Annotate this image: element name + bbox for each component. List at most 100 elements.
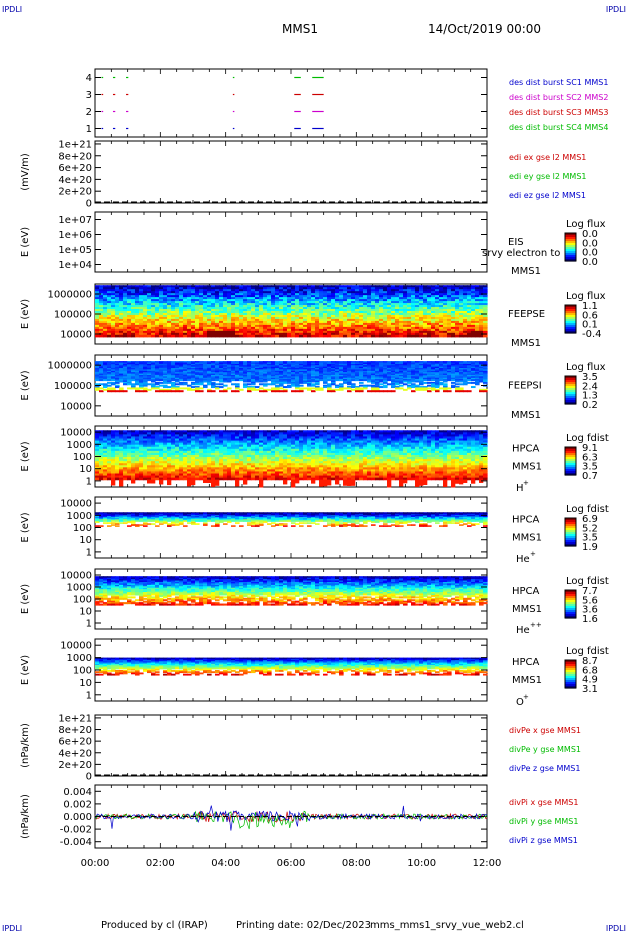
colorbar-segment xyxy=(565,329,576,332)
spectrogram-cell xyxy=(283,316,288,320)
spectrogram-cell xyxy=(379,318,384,322)
spectrogram-cell xyxy=(223,301,228,304)
spectrogram-cell xyxy=(335,362,340,365)
spectrogram-cell xyxy=(359,388,364,391)
spectrogram-cell xyxy=(243,299,248,302)
spectrogram-cell xyxy=(347,377,352,380)
spectrogram-cell xyxy=(387,322,392,326)
spectrogram-cell xyxy=(127,374,132,377)
spectrogram-cell xyxy=(483,320,488,324)
spectrogram-cell xyxy=(111,387,116,390)
spectrogram-cell xyxy=(235,328,240,332)
spectrogram-cell xyxy=(431,320,436,324)
spectrogram-cell xyxy=(315,301,320,304)
spectrogram-cell xyxy=(243,370,248,373)
spectrogram-cell xyxy=(327,287,332,290)
spectrogram-cell xyxy=(279,379,284,382)
spectrogram-cell xyxy=(307,370,312,373)
spectrogram-cell xyxy=(179,362,184,365)
spectrogram-cell xyxy=(223,369,228,372)
spectrogram-cell xyxy=(167,293,172,296)
spectrogram-cell xyxy=(311,318,316,322)
spectrogram-cell xyxy=(119,285,124,288)
spectrogram-cell xyxy=(371,386,376,389)
spectrogram-cell xyxy=(263,384,268,387)
spectrogram-cell xyxy=(227,320,232,324)
spectrogram-cell xyxy=(291,334,296,338)
spectrogram-cell xyxy=(135,387,140,390)
spectrogram-cell xyxy=(271,372,276,375)
spectrogram-cell xyxy=(119,322,124,326)
spectrogram-cell xyxy=(111,305,116,308)
spectrogram-cell xyxy=(419,285,424,288)
spectrogram-cell xyxy=(135,311,140,314)
spectrogram-cell xyxy=(291,373,296,376)
spectrogram-cell xyxy=(315,376,320,379)
spectrogram-cell xyxy=(247,314,252,318)
spectrogram-cell xyxy=(283,287,288,290)
spectrogram-cell xyxy=(159,334,164,338)
spectrogram-cell xyxy=(115,289,120,292)
spectrogram-cell xyxy=(355,303,360,306)
spectrogram-cell xyxy=(323,305,328,308)
spectrogram-cell xyxy=(203,379,208,382)
spectrogram-cell xyxy=(387,368,392,371)
spectrogram-cell xyxy=(319,305,324,308)
spectrogram-cell xyxy=(443,390,448,393)
spectrogram-cell xyxy=(167,368,172,371)
spectrogram-cell xyxy=(167,299,172,302)
spectrogram-cell xyxy=(475,299,480,302)
spectrogram-cell xyxy=(391,305,396,308)
spectrogram-cell xyxy=(267,332,272,336)
spectrogram-cell xyxy=(167,285,172,288)
spectrogram-cell xyxy=(279,380,284,383)
spectrogram-cell xyxy=(111,328,116,332)
spectrogram-cell xyxy=(335,384,340,387)
spectrogram-cell xyxy=(127,324,132,328)
spectrogram-cell xyxy=(363,314,368,318)
spectrogram-cell xyxy=(307,295,312,298)
spectrogram-cell xyxy=(203,369,208,372)
spectrogram-cell xyxy=(431,291,436,294)
spectrogram-cell xyxy=(443,326,448,330)
spectrogram-cell xyxy=(155,334,160,338)
spectrogram-cell xyxy=(335,305,340,308)
spectrogram-cell xyxy=(275,380,280,383)
spectrogram-cell xyxy=(323,320,328,324)
spectrogram-cell xyxy=(319,293,324,296)
spectrogram-cell xyxy=(267,301,272,304)
spectrogram-cell xyxy=(159,374,164,377)
spectrogram-cell xyxy=(207,316,212,320)
spectrogram-cell xyxy=(315,303,320,306)
spectrogram-cell xyxy=(215,334,220,338)
spectrogram-cell xyxy=(279,390,284,393)
spectrogram-cell xyxy=(107,368,112,371)
spectrogram-cell xyxy=(271,324,276,328)
spectrogram-cell xyxy=(99,299,104,302)
spectrogram-cell xyxy=(383,293,388,296)
spectrogram-cell xyxy=(131,379,136,382)
spectrogram-cell xyxy=(263,361,268,364)
spectrogram-cell xyxy=(455,303,460,306)
spectrogram-cell xyxy=(347,362,352,365)
spectrogram-cell xyxy=(219,332,224,336)
spectrogram-cell xyxy=(159,373,164,376)
spectrogram-cell xyxy=(395,326,400,330)
spectrogram-cell xyxy=(279,368,284,371)
spectrogram-cell xyxy=(443,301,448,304)
spectrogram-cell xyxy=(475,314,480,318)
spectrogram-cell xyxy=(179,363,184,366)
spectrogram-cell xyxy=(175,365,180,368)
spectrogram-cell xyxy=(283,388,288,391)
spectrogram-cell xyxy=(367,303,372,306)
spectrogram-cell xyxy=(375,334,380,338)
spectrogram-cell xyxy=(407,368,412,371)
spectrogram-cell xyxy=(215,301,220,304)
spectrogram-cell xyxy=(95,370,100,373)
spectrogram-cell xyxy=(439,312,444,316)
spectrogram-cell xyxy=(103,369,108,372)
spectrogram-cell xyxy=(419,322,424,326)
spectrogram-cell xyxy=(155,314,160,318)
spacecraft-label: MMS1 xyxy=(511,338,541,349)
spectrogram-cell xyxy=(215,307,220,310)
